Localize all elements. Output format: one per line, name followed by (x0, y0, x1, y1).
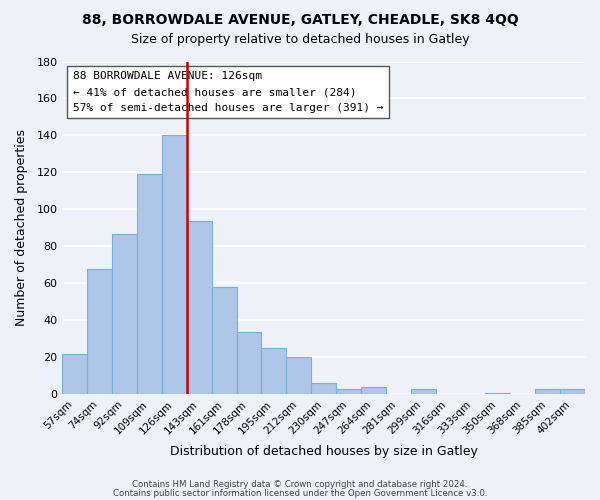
Bar (212, 287, 236, 395)
Text: 88 BORROWDALE AVENUE: 126sqm
← 41% of detached houses are smaller (284)
57% of s: 88 BORROWDALE AVENUE: 126sqm ← 41% of de… (73, 72, 383, 112)
Bar (535, 389, 560, 394)
Bar (286, 358, 311, 395)
Bar (361, 387, 386, 394)
Text: Contains public sector information licensed under the Open Government Licence v3: Contains public sector information licen… (113, 489, 487, 498)
Bar (87, 268, 112, 394)
Bar (485, 392, 511, 394)
Text: Size of property relative to detached houses in Gatley: Size of property relative to detached ho… (131, 32, 469, 46)
Text: 88, BORROWDALE AVENUE, GATLEY, CHEADLE, SK8 4QQ: 88, BORROWDALE AVENUE, GATLEY, CHEADLE, … (82, 12, 518, 26)
Bar (560, 389, 585, 394)
Bar (311, 384, 336, 394)
Bar (137, 174, 162, 394)
Bar (162, 136, 187, 394)
Y-axis label: Number of detached properties: Number of detached properties (15, 130, 28, 326)
Bar (236, 332, 262, 394)
Bar (262, 348, 286, 395)
Bar (62, 354, 87, 395)
Bar (336, 389, 361, 394)
X-axis label: Distribution of detached houses by size in Gatley: Distribution of detached houses by size … (170, 444, 478, 458)
Bar (187, 220, 212, 394)
Bar (112, 234, 137, 394)
Text: Contains HM Land Registry data © Crown copyright and database right 2024.: Contains HM Land Registry data © Crown c… (132, 480, 468, 489)
Bar (411, 389, 436, 394)
